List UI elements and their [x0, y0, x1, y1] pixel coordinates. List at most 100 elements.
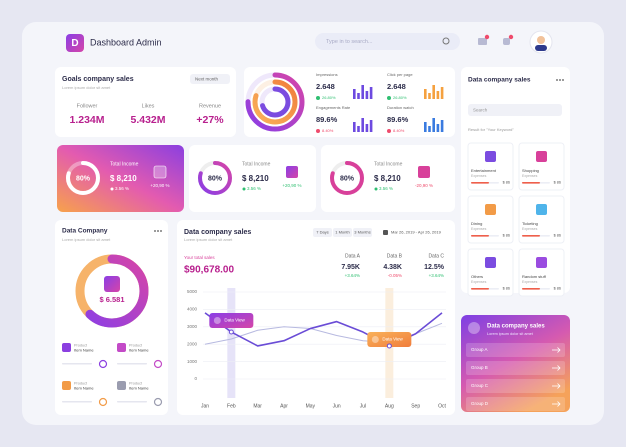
- dropdown[interactable]: [190, 74, 230, 84]
- tile[interactable]: [467, 195, 514, 244]
- stat-value: +27%: [196, 114, 224, 126]
- arrow-icon: [552, 383, 561, 389]
- avatar-head: [537, 36, 545, 44]
- legend-icon: [117, 381, 126, 390]
- income-amount: $ 8,210: [110, 174, 137, 183]
- legend-icon: [117, 343, 126, 352]
- group-row[interactable]: [466, 397, 565, 411]
- more-icon[interactable]: [562, 79, 564, 81]
- more-icon[interactable]: [157, 230, 159, 232]
- search-box[interactable]: [468, 104, 562, 116]
- metric-value: 89.6%: [387, 115, 409, 124]
- ring: [252, 79, 298, 125]
- data-value: 7.95K: [341, 264, 360, 271]
- total-label: Your total sales: [184, 255, 215, 260]
- up-icon: [242, 187, 246, 191]
- mail-icon[interactable]: [478, 38, 487, 45]
- ring: [66, 161, 100, 195]
- mini-bar: [440, 120, 444, 132]
- point: [386, 343, 392, 349]
- x-tick-label: Aug: [385, 403, 394, 409]
- legend-label: Item Name: [129, 348, 149, 353]
- more-icon[interactable]: [154, 230, 156, 232]
- tile-icon: [485, 204, 496, 215]
- more-icon[interactable]: [559, 79, 561, 81]
- arrow-icon: [552, 365, 561, 371]
- tile-sub: Expenses: [471, 280, 487, 284]
- group-icon: [468, 322, 480, 334]
- tile-amount: $ 86: [554, 234, 561, 238]
- more-icon[interactable]: [556, 79, 558, 81]
- data-value: 4.38K: [383, 264, 402, 271]
- card-subtitle: Lorem ipsum dolor sit amet: [62, 85, 111, 90]
- y-tick-label: 1000: [187, 359, 198, 364]
- income-label: Total Income: [242, 161, 271, 167]
- tile[interactable]: [467, 248, 514, 297]
- card: [55, 67, 236, 137]
- metric-change: 8.40%: [393, 128, 405, 133]
- mini-bar: [424, 122, 427, 132]
- card-subtitle: Lorem ipsum dolor sit amet: [62, 237, 111, 242]
- search-icon: [442, 37, 450, 45]
- stat-label: Revenue: [199, 103, 221, 109]
- ring: [259, 86, 291, 118]
- tile-amount: $ 86: [503, 234, 510, 238]
- card: [189, 145, 316, 212]
- card: [55, 220, 168, 415]
- filter-button[interactable]: [313, 228, 332, 237]
- card: [57, 145, 184, 212]
- mini-ring: [98, 397, 108, 407]
- y-tick-label: 5000: [187, 289, 198, 294]
- income-delta: +20,90 %: [282, 183, 301, 188]
- search-placeholder: Search: [473, 108, 488, 113]
- x-tick-label: Jun: [333, 403, 341, 409]
- tile-amount: $ 86: [554, 287, 561, 291]
- mini-bar: [361, 118, 364, 132]
- mini-bar: [436, 124, 440, 132]
- tile-amount: $ 86: [554, 181, 561, 185]
- tile[interactable]: [467, 142, 514, 191]
- x-tick-label: Apr: [280, 403, 288, 409]
- legend-label: Item Name: [74, 348, 94, 353]
- legend-label: Item Name: [74, 386, 94, 391]
- x-tick-label: Sep: [411, 403, 420, 409]
- bell-icon[interactable]: [503, 38, 510, 45]
- down-icon: [316, 129, 320, 133]
- group-row[interactable]: [466, 379, 565, 393]
- income-delta: +20,90 %: [150, 183, 169, 188]
- group-row[interactable]: [466, 361, 565, 375]
- down-icon: [387, 129, 391, 133]
- tile[interactable]: [518, 248, 565, 297]
- income-icon: [418, 166, 430, 178]
- tooltip-icon: [213, 317, 221, 324]
- tooltip: [367, 332, 412, 347]
- mini-bar: [353, 89, 356, 99]
- tile-icon: [485, 151, 496, 162]
- logo: [66, 34, 84, 52]
- tile[interactable]: [518, 142, 565, 191]
- ring: [198, 161, 232, 195]
- tile-sub: Expenses: [471, 174, 487, 178]
- more-icon[interactable]: [160, 230, 162, 232]
- tooltip-label: Data View: [382, 337, 403, 342]
- filter-button[interactable]: [333, 228, 352, 237]
- tile[interactable]: [518, 195, 565, 244]
- tile-progress: [471, 182, 489, 184]
- group-row[interactable]: [466, 343, 565, 357]
- mini-bar: [428, 126, 431, 132]
- filter-button[interactable]: [353, 228, 372, 237]
- tile-amount: $ 86: [503, 181, 510, 185]
- metric-change: 26.80%: [393, 95, 407, 100]
- card-title: Data company sales: [184, 229, 251, 236]
- mini-bar: [440, 87, 444, 99]
- metric-label: Duration watch: [387, 105, 414, 110]
- mini-bar: [428, 93, 431, 99]
- up-icon: [316, 96, 320, 100]
- legend-line: [117, 401, 147, 403]
- card: [461, 315, 570, 412]
- group-label: Group A: [471, 347, 488, 352]
- search-box[interactable]: [315, 33, 460, 50]
- metric-change: 26.80%: [322, 95, 336, 100]
- tile-amount: $ 86: [503, 287, 510, 291]
- card-title: Data Company: [62, 228, 108, 235]
